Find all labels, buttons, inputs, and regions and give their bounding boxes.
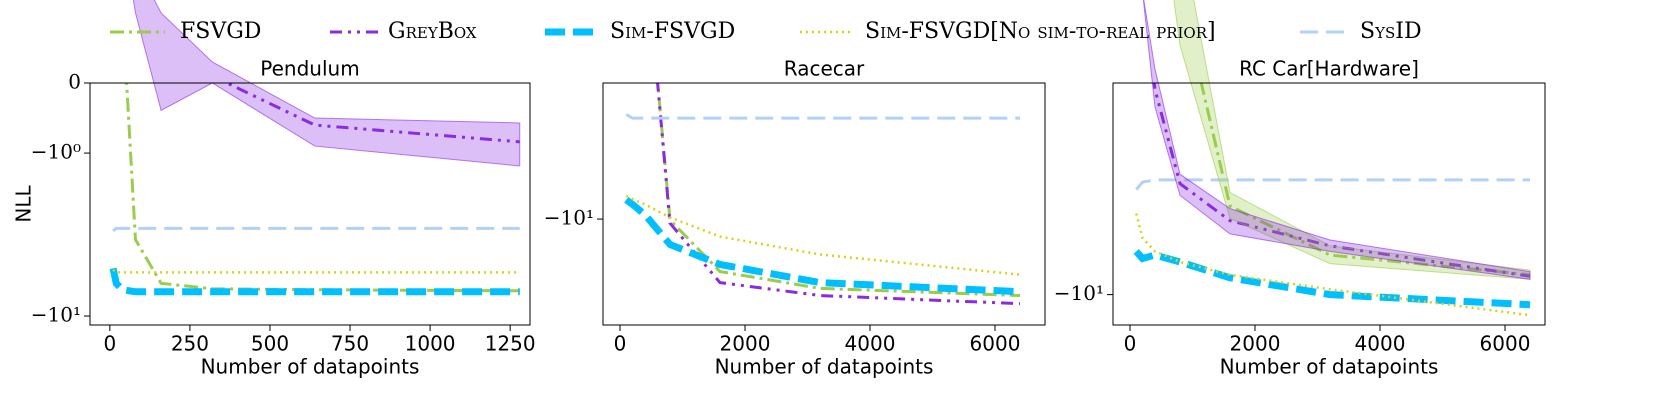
x-tick-label: 1250 — [485, 332, 536, 356]
x-tick-label: 1000 — [405, 332, 456, 356]
plot — [109, 83, 520, 296]
y-tick-label: 0 — [68, 70, 81, 94]
x-tick-label: 250 — [171, 332, 209, 356]
x-tick-label: 4000 — [1355, 332, 1406, 356]
axes-frame — [602, 82, 1046, 326]
legend-label: Sim-FSVGD — [610, 19, 735, 44]
x-tick-label: 2000 — [720, 332, 771, 356]
band — [1142, 0, 1531, 280]
axes-frame — [1112, 82, 1546, 326]
series-line — [1152, 83, 1531, 278]
x-tick-label: 500 — [251, 332, 289, 356]
legend-label: SysID — [1360, 19, 1422, 44]
chart-title: RC Car[Hardware] — [1239, 57, 1419, 81]
x-tick-label: 2000 — [1230, 332, 1281, 356]
y-tick-label: −10¹ — [31, 303, 81, 327]
x-tick-label: 0 — [614, 332, 627, 356]
x-tick-label: 0 — [1124, 332, 1137, 356]
y-tick-label: −10⁰ — [31, 140, 81, 164]
series-line — [109, 267, 520, 296]
chart-title: Pendulum — [260, 57, 359, 81]
series-line — [1133, 249, 1531, 309]
series-line — [112, 226, 520, 233]
series-line — [625, 194, 1021, 276]
series-line — [1135, 178, 1530, 191]
x-tick-label: 0 — [103, 332, 116, 356]
series-line — [624, 196, 1021, 296]
band — [132, 0, 521, 167]
x-tick-label: 4000 — [845, 332, 896, 356]
series-line — [656, 83, 1021, 306]
series-line — [656, 83, 1021, 298]
y-axis-label: NLL — [12, 185, 36, 223]
x-axis-label: Number of datapoints — [715, 355, 934, 379]
plot — [624, 83, 1021, 306]
series-line — [112, 268, 520, 274]
x-axis-label: Number of datapoints — [201, 355, 420, 379]
legend-label: Sim-FSVGD[No sim-to-real prior] — [865, 19, 1216, 44]
axes-frame — [89, 82, 531, 326]
chart-title: Racecar — [784, 57, 865, 81]
y-tick-label: −10¹ — [544, 206, 594, 230]
series-line — [1135, 213, 1531, 317]
x-tick-label: 6000 — [1480, 332, 1531, 356]
x-axis-label: Number of datapoints — [1220, 355, 1439, 379]
legend-label: FSVGD — [180, 19, 261, 44]
y-tick-label: −10¹ — [1054, 281, 1104, 305]
x-tick-label: 750 — [331, 332, 369, 356]
plot — [1133, 83, 1531, 317]
series-line — [625, 113, 1020, 120]
x-tick-label: 6000 — [970, 332, 1021, 356]
legend-label: GreyBox — [388, 19, 477, 44]
